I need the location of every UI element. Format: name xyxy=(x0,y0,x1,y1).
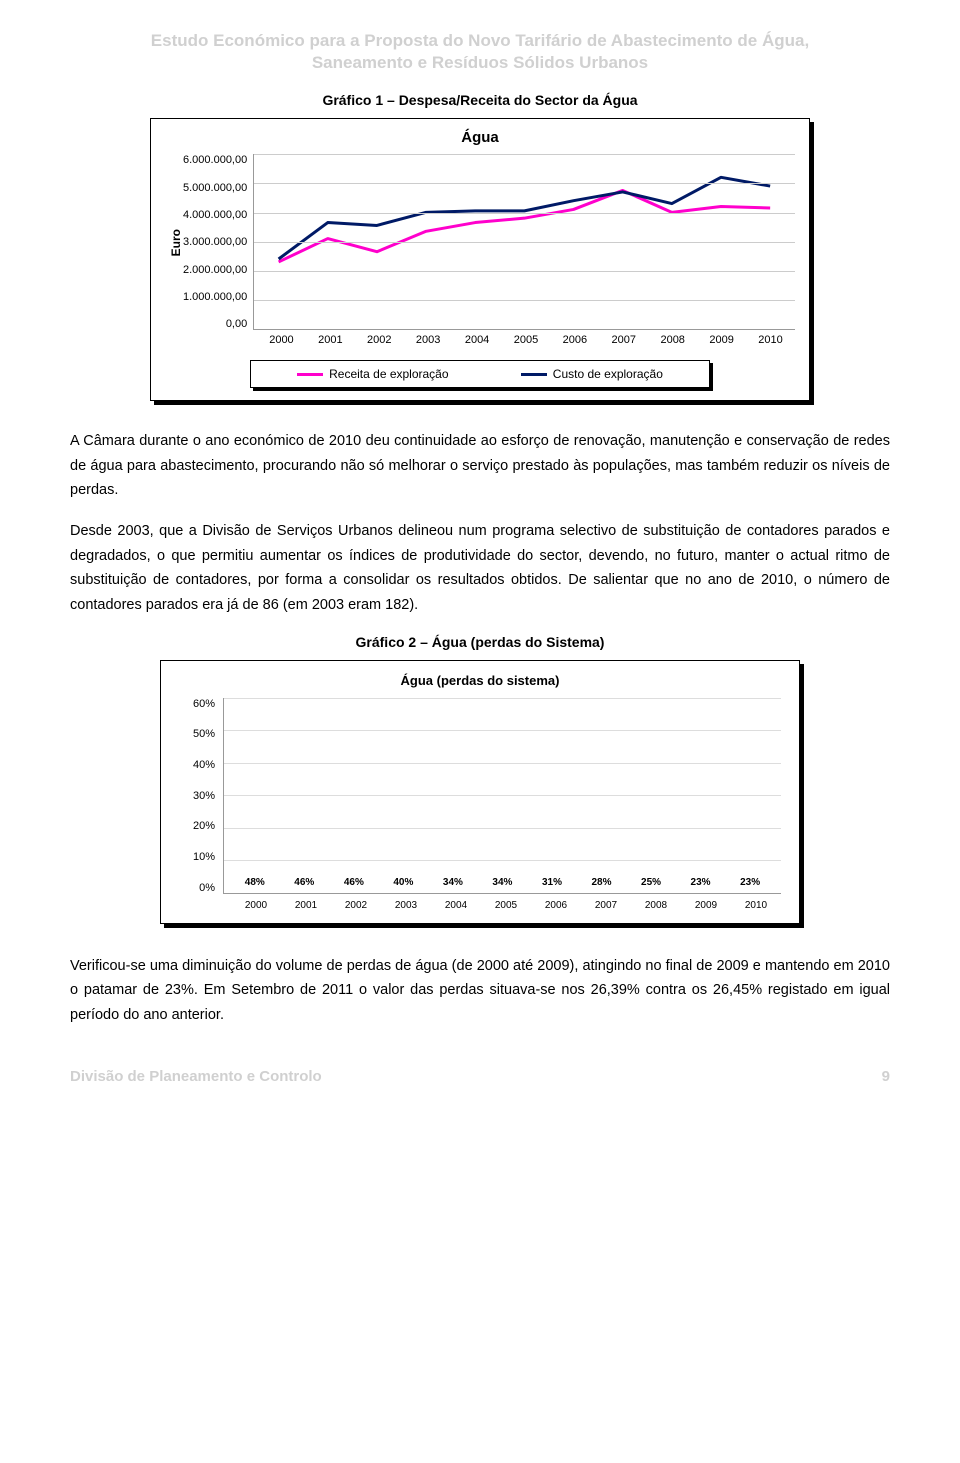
chart2-bar-value-label: 23% xyxy=(740,877,760,888)
chart1-gridline xyxy=(254,154,795,155)
chart2-y-tick: 0% xyxy=(179,882,215,894)
chart2-gridline xyxy=(224,698,781,699)
chart1-legend: Receita de exploração Custo de exploração xyxy=(250,360,710,388)
body-paragraph-2: Desde 2003, que a Divisão de Serviços Ur… xyxy=(70,519,890,618)
chart1-x-tick: 2008 xyxy=(648,334,697,346)
chart1-body: Euro 6.000.000,00 5.000.000,00 4.000.000,0… xyxy=(165,154,795,330)
body-paragraph-1: A Câmara durante o ano económico de 2010… xyxy=(70,429,890,503)
chart2-y-tick: 40% xyxy=(179,759,215,771)
footer-page-number: 9 xyxy=(882,1068,890,1085)
chart1-x-tick: 2006 xyxy=(550,334,599,346)
chart1-x-tick-labels: 2000200120022003200420052006200720082009… xyxy=(165,334,795,346)
header-line2: Saneamento e Resíduos Sólidos Urbanos xyxy=(312,53,648,72)
chart1-gridline xyxy=(254,300,795,301)
chart2-y-tick: 60% xyxy=(179,698,215,710)
chart2-x-tick: 2010 xyxy=(731,900,781,911)
chart2-gridline xyxy=(224,763,781,764)
chart1-x-tick: 2000 xyxy=(257,334,306,346)
chart2-y-tick-labels: 60% 50% 40% 30% 20% 10% 0% xyxy=(179,698,223,894)
body-paragraph-3: Verificou-se uma diminuição do volume de… xyxy=(70,954,890,1028)
chart2-x-tick: 2001 xyxy=(281,900,331,911)
chart2-x-tick: 2003 xyxy=(381,900,431,911)
chart1-x-tick: 2010 xyxy=(746,334,795,346)
chart2-x-tick: 2004 xyxy=(431,900,481,911)
chart2-container: Água (perdas do sistema) 60% 50% 40% 30% 20%… xyxy=(160,660,800,924)
chart2-x-tick: 2000 xyxy=(231,900,281,911)
chart1-y-tick: 6.000.000,00 xyxy=(183,154,247,166)
document-header: Estudo Económico para a Proposta do Novo… xyxy=(70,30,890,74)
chart2-caption: Gráfico 2 – Água (perdas do Sistema) xyxy=(70,634,890,650)
chart2-bar-value-label: 23% xyxy=(691,877,711,888)
chart2-bar-value-label: 46% xyxy=(344,877,364,888)
chart1-y-tick: 2.000.000,00 xyxy=(183,264,247,276)
header-line1: Estudo Económico para a Proposta do Novo… xyxy=(151,31,809,50)
chart1-title: Água xyxy=(165,129,795,146)
chart1-x-tick: 2007 xyxy=(599,334,648,346)
chart2-bar-value-label: 28% xyxy=(591,877,611,888)
chart2-y-tick: 20% xyxy=(179,820,215,832)
chart2-gridline xyxy=(224,860,781,861)
chart1-legend-item: Receita de exploração xyxy=(297,367,448,381)
page-footer: Divisão de Planeamento e Controlo 9 xyxy=(70,1068,890,1085)
chart1-gridline xyxy=(254,242,795,243)
chart1-x-tick: 2002 xyxy=(355,334,404,346)
chart2-bar-value-label: 34% xyxy=(443,877,463,888)
chart1-series-line xyxy=(279,191,771,262)
chart2-x-tick: 2007 xyxy=(581,900,631,911)
legend-swatch xyxy=(297,373,323,376)
chart1-x-tick: 2001 xyxy=(306,334,355,346)
chart1-gridline xyxy=(254,271,795,272)
chart2-y-tick: 50% xyxy=(179,728,215,740)
chart2-x-tick: 2009 xyxy=(681,900,731,911)
chart1-x-tick: 2009 xyxy=(697,334,746,346)
chart1-container: Água Euro 6.000.000,00 5.000.000,00 4.000.… xyxy=(150,118,810,401)
chart1-y-tick: 1.000.000,00 xyxy=(183,291,247,303)
chart1-y-tick-labels: 6.000.000,00 5.000.000,00 4.000.000,00 3.00… xyxy=(183,154,253,330)
chart1-y-axis-label: Euro xyxy=(165,229,183,256)
chart1-legend-item: Custo de exploração xyxy=(521,367,663,381)
chart2-bar-value-label: 48% xyxy=(245,877,265,888)
chart2-bar-value-label: 34% xyxy=(492,877,512,888)
chart2-y-tick: 10% xyxy=(179,851,215,863)
chart1-y-tick: 5.000.000,00 xyxy=(183,182,247,194)
chart2-title: Água (perdas do sistema) xyxy=(179,673,781,688)
chart2-y-tick: 30% xyxy=(179,790,215,802)
chart2-gridline xyxy=(224,730,781,731)
chart2-x-tick: 2006 xyxy=(531,900,581,911)
chart1-x-tick: 2004 xyxy=(453,334,502,346)
chart2-x-tick: 2008 xyxy=(631,900,681,911)
chart1-gridline xyxy=(254,183,795,184)
chart1-x-tick: 2005 xyxy=(502,334,551,346)
chart2-x-tick: 2005 xyxy=(481,900,531,911)
legend-label: Custo de exploração xyxy=(553,367,663,381)
chart1-caption: Gráfico 1 – Despesa/Receita do Sector da… xyxy=(70,92,890,108)
chart1-gridline xyxy=(254,213,795,214)
chart1-y-tick: 4.000.000,00 xyxy=(183,209,247,221)
footer-left: Divisão de Planeamento e Controlo xyxy=(70,1068,322,1085)
chart1-x-tick: 2003 xyxy=(404,334,453,346)
chart2-gridline xyxy=(224,828,781,829)
chart2-gridline xyxy=(224,795,781,796)
legend-label: Receita de exploração xyxy=(329,367,448,381)
chart2-x-tick: 2002 xyxy=(331,900,381,911)
chart2-bar-value-label: 25% xyxy=(641,877,661,888)
legend-swatch xyxy=(521,373,547,376)
chart1-y-tick: 3.000.000,00 xyxy=(183,236,247,248)
chart1-plot-area xyxy=(253,154,795,330)
chart2-body: 60% 50% 40% 30% 20% 10% 0% 48% 46% 46% 40% 34% 34% 3… xyxy=(179,698,781,894)
page: Estudo Económico para a Proposta do Novo… xyxy=(0,0,960,1125)
chart2-bar-value-label: 40% xyxy=(393,877,413,888)
chart2-bar-value-label: 46% xyxy=(294,877,314,888)
chart2-x-tick-labels: 2000200120022003200420052006200720082009… xyxy=(179,900,781,911)
chart2-bar-value-label: 31% xyxy=(542,877,562,888)
chart1-y-tick: 0,00 xyxy=(183,318,247,330)
chart2-plot-area: 48% 46% 46% 40% 34% 34% 31% 28% 25% 23% 23% xyxy=(223,698,781,894)
